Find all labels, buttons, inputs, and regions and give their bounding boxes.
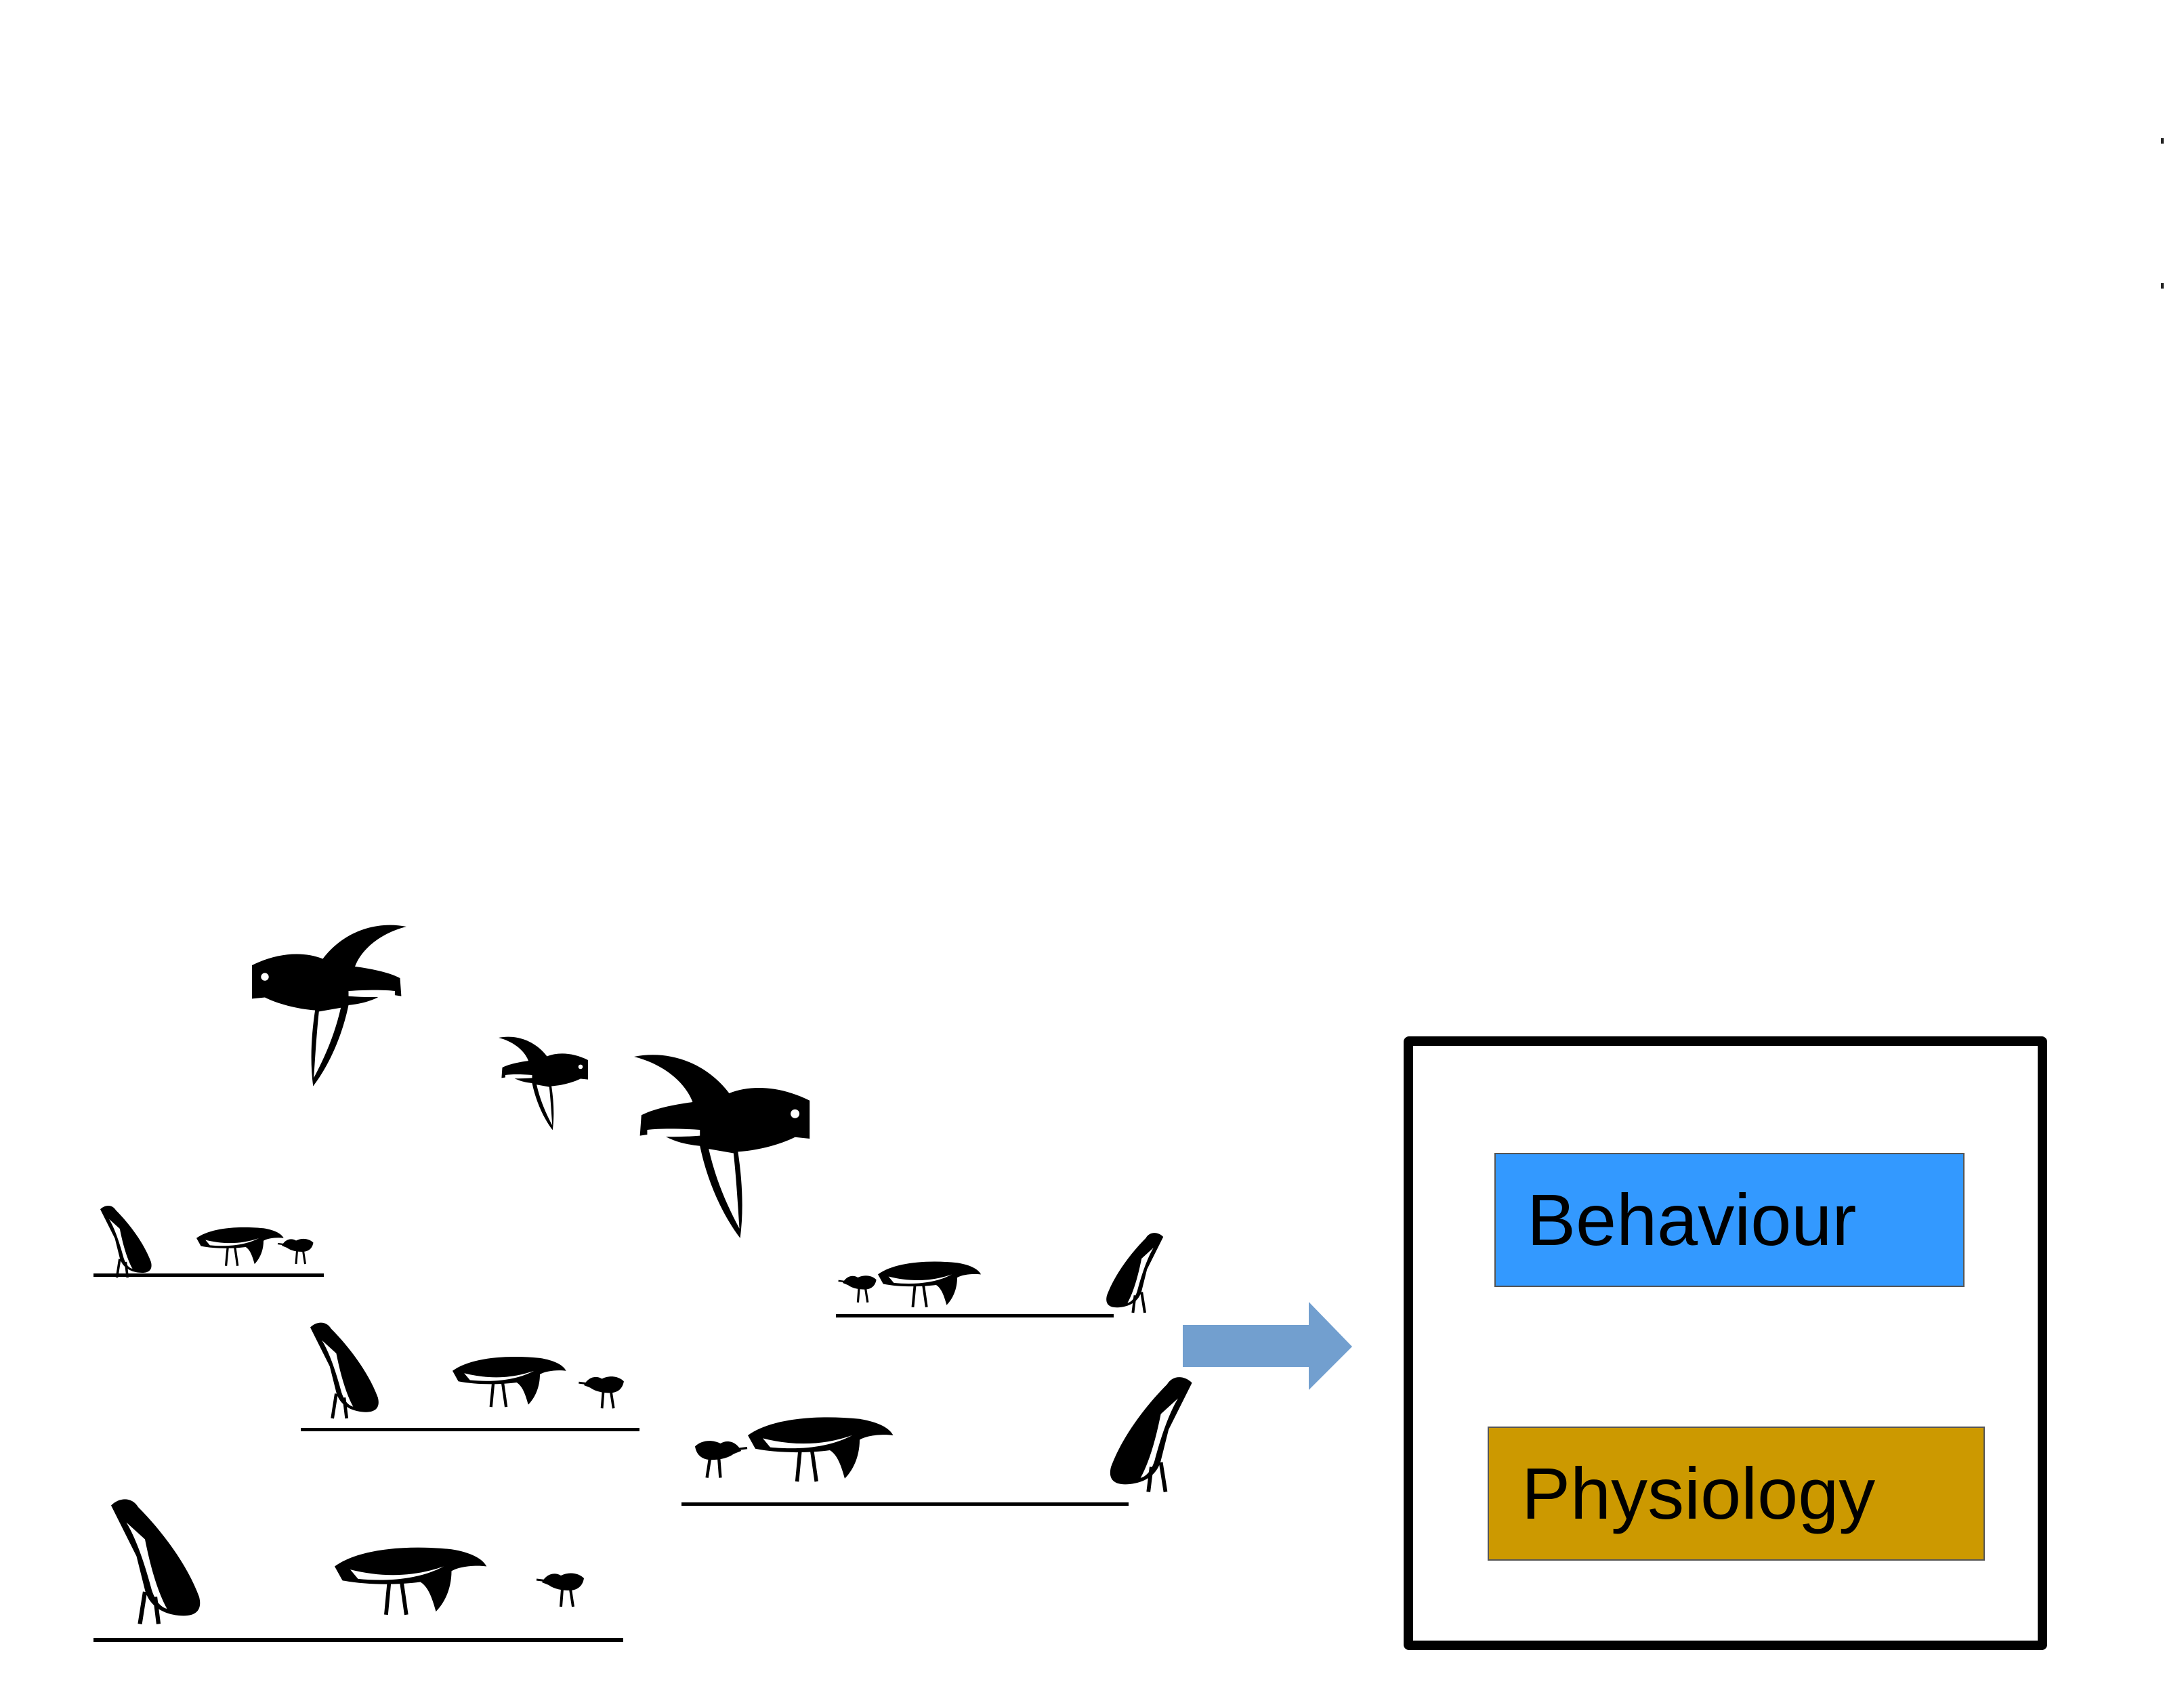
behaviour-box: Behaviour xyxy=(1494,1153,1965,1287)
edge-mark-1 xyxy=(2161,138,2164,144)
feeding-group-5 xyxy=(93,1499,623,1642)
physiology-label: Physiology xyxy=(1521,1452,1876,1534)
feeding-group-3 xyxy=(301,1323,639,1431)
feeding-group-1 xyxy=(93,1204,324,1279)
flying-bird-1 xyxy=(252,925,406,1086)
edge-mark-2 xyxy=(2161,283,2164,289)
feeding-group-4 xyxy=(681,1377,1192,1506)
flying-bird-2 xyxy=(499,1036,588,1131)
oystercatcher-birds-illustration xyxy=(93,925,1192,1642)
flying-bird-3 xyxy=(633,1055,810,1238)
physiology-box: Physiology xyxy=(1488,1427,1985,1561)
behaviour-label: Behaviour xyxy=(1527,1179,1857,1261)
right-arrow-icon xyxy=(1183,1302,1352,1390)
feeding-group-2 xyxy=(836,1233,1163,1317)
traits-container xyxy=(1404,1036,2047,1650)
